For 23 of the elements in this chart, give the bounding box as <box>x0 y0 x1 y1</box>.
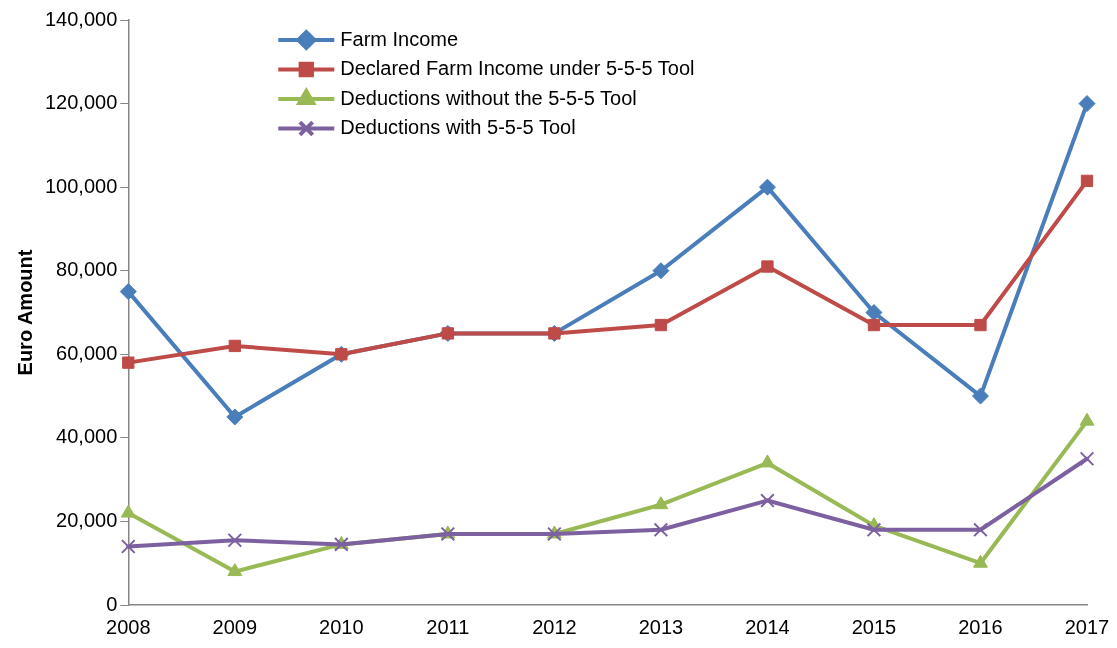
legend-label: Deductions with 5-5-5 Tool <box>340 116 576 139</box>
x-tick-label: 2013 <box>638 615 684 638</box>
x-tick-label: 2012 <box>532 615 577 638</box>
y-tick-label: 0 <box>106 592 118 615</box>
legend-label: Declared Farm Income under 5-5-5 Tool <box>340 57 695 80</box>
y-tick-label: 60,000 <box>56 341 118 364</box>
x-tick-label: 2017 <box>1064 615 1110 638</box>
x-tick-label: 2010 <box>319 615 364 638</box>
x-tick-label: 2009 <box>212 615 258 638</box>
y-tick-label: 100,000 <box>45 174 118 197</box>
x-tick-label: 2015 <box>851 615 897 638</box>
x-tick-label: 2016 <box>958 615 1003 638</box>
y-tick-label: 80,000 <box>56 258 118 281</box>
y-axis-title: Euro Amount <box>13 249 36 376</box>
y-tick-label: 140,000 <box>45 7 118 30</box>
y-tick-label: 20,000 <box>56 508 118 531</box>
legend-label: Farm Income <box>340 27 459 50</box>
y-tick-label: 40,000 <box>56 425 118 448</box>
x-tick-label: 2008 <box>106 615 151 638</box>
x-tick-label: 2014 <box>745 615 790 638</box>
legend-label: Deductions without the 5-5-5 Tool <box>340 86 637 109</box>
x-tick-label: 2011 <box>426 615 470 638</box>
y-tick-label: 120,000 <box>45 91 118 114</box>
